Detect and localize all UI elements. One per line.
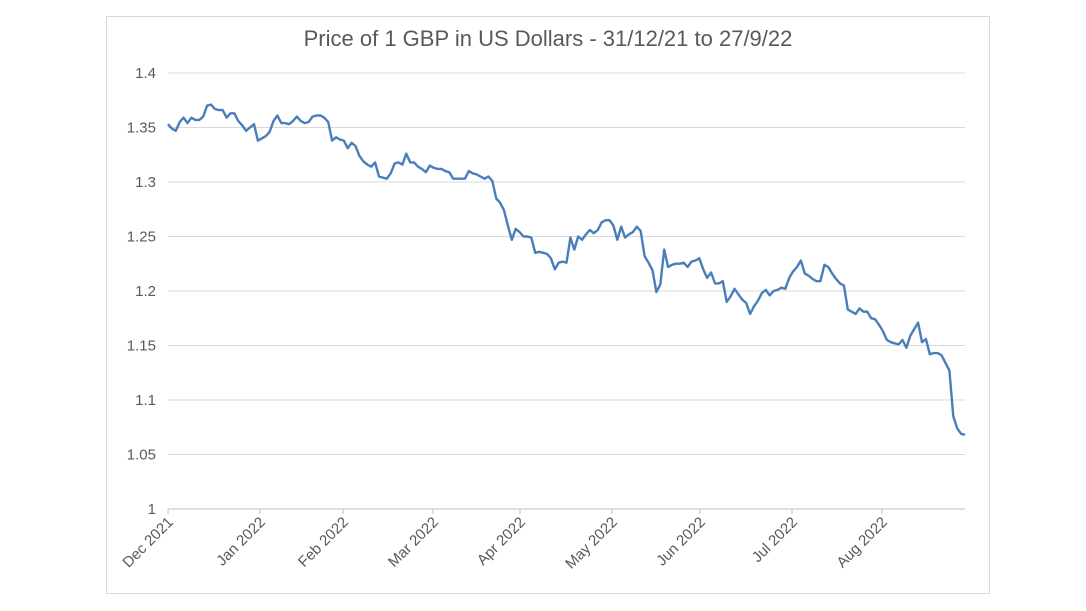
x-tick-label: Dec 2021 [119, 514, 176, 571]
x-tick-label: Jan 2022 [213, 514, 269, 570]
gridlines [168, 72, 965, 510]
y-tick-label: 1.05 [127, 447, 156, 464]
chart-frame [106, 16, 990, 594]
y-tick-label: 1.1 [135, 392, 156, 409]
series-group [167, 103, 966, 437]
series-line-0 [167, 103, 966, 437]
y-tick-label: 1.2 [135, 283, 156, 300]
y-tick-label: 1.3 [135, 174, 156, 191]
x-tick-label: May 2022 [562, 514, 621, 573]
x-tick-label: Jul 2022 [749, 514, 801, 566]
y-axis-ticks: 1 1.05 1.1 1.15 1.2 1.25 1.3 1.35 1.4 [127, 65, 156, 518]
x-tick-label: Jun 2022 [653, 514, 709, 570]
x-tick-label: Aug 2022 [833, 514, 890, 571]
y-tick-label: 1.15 [127, 338, 156, 355]
y-tick-label: 1.25 [127, 229, 156, 246]
y-tick-label: 1.4 [135, 65, 156, 82]
y-tick-label: 1 [148, 501, 156, 518]
x-axis-ticks: Dec 2021 Jan 2022 Feb 2022 Mar 2022 Apr 2022… [119, 509, 891, 573]
chart-title: Price of 1 GBP in US Dollars - 31/12/21 … [303, 26, 793, 51]
x-tick-label: Feb 2022 [295, 514, 352, 571]
y-tick-label: 1.35 [127, 120, 156, 137]
x-tick-label: Mar 2022 [385, 514, 442, 571]
x-tick-label: Apr 2022 [474, 514, 529, 569]
